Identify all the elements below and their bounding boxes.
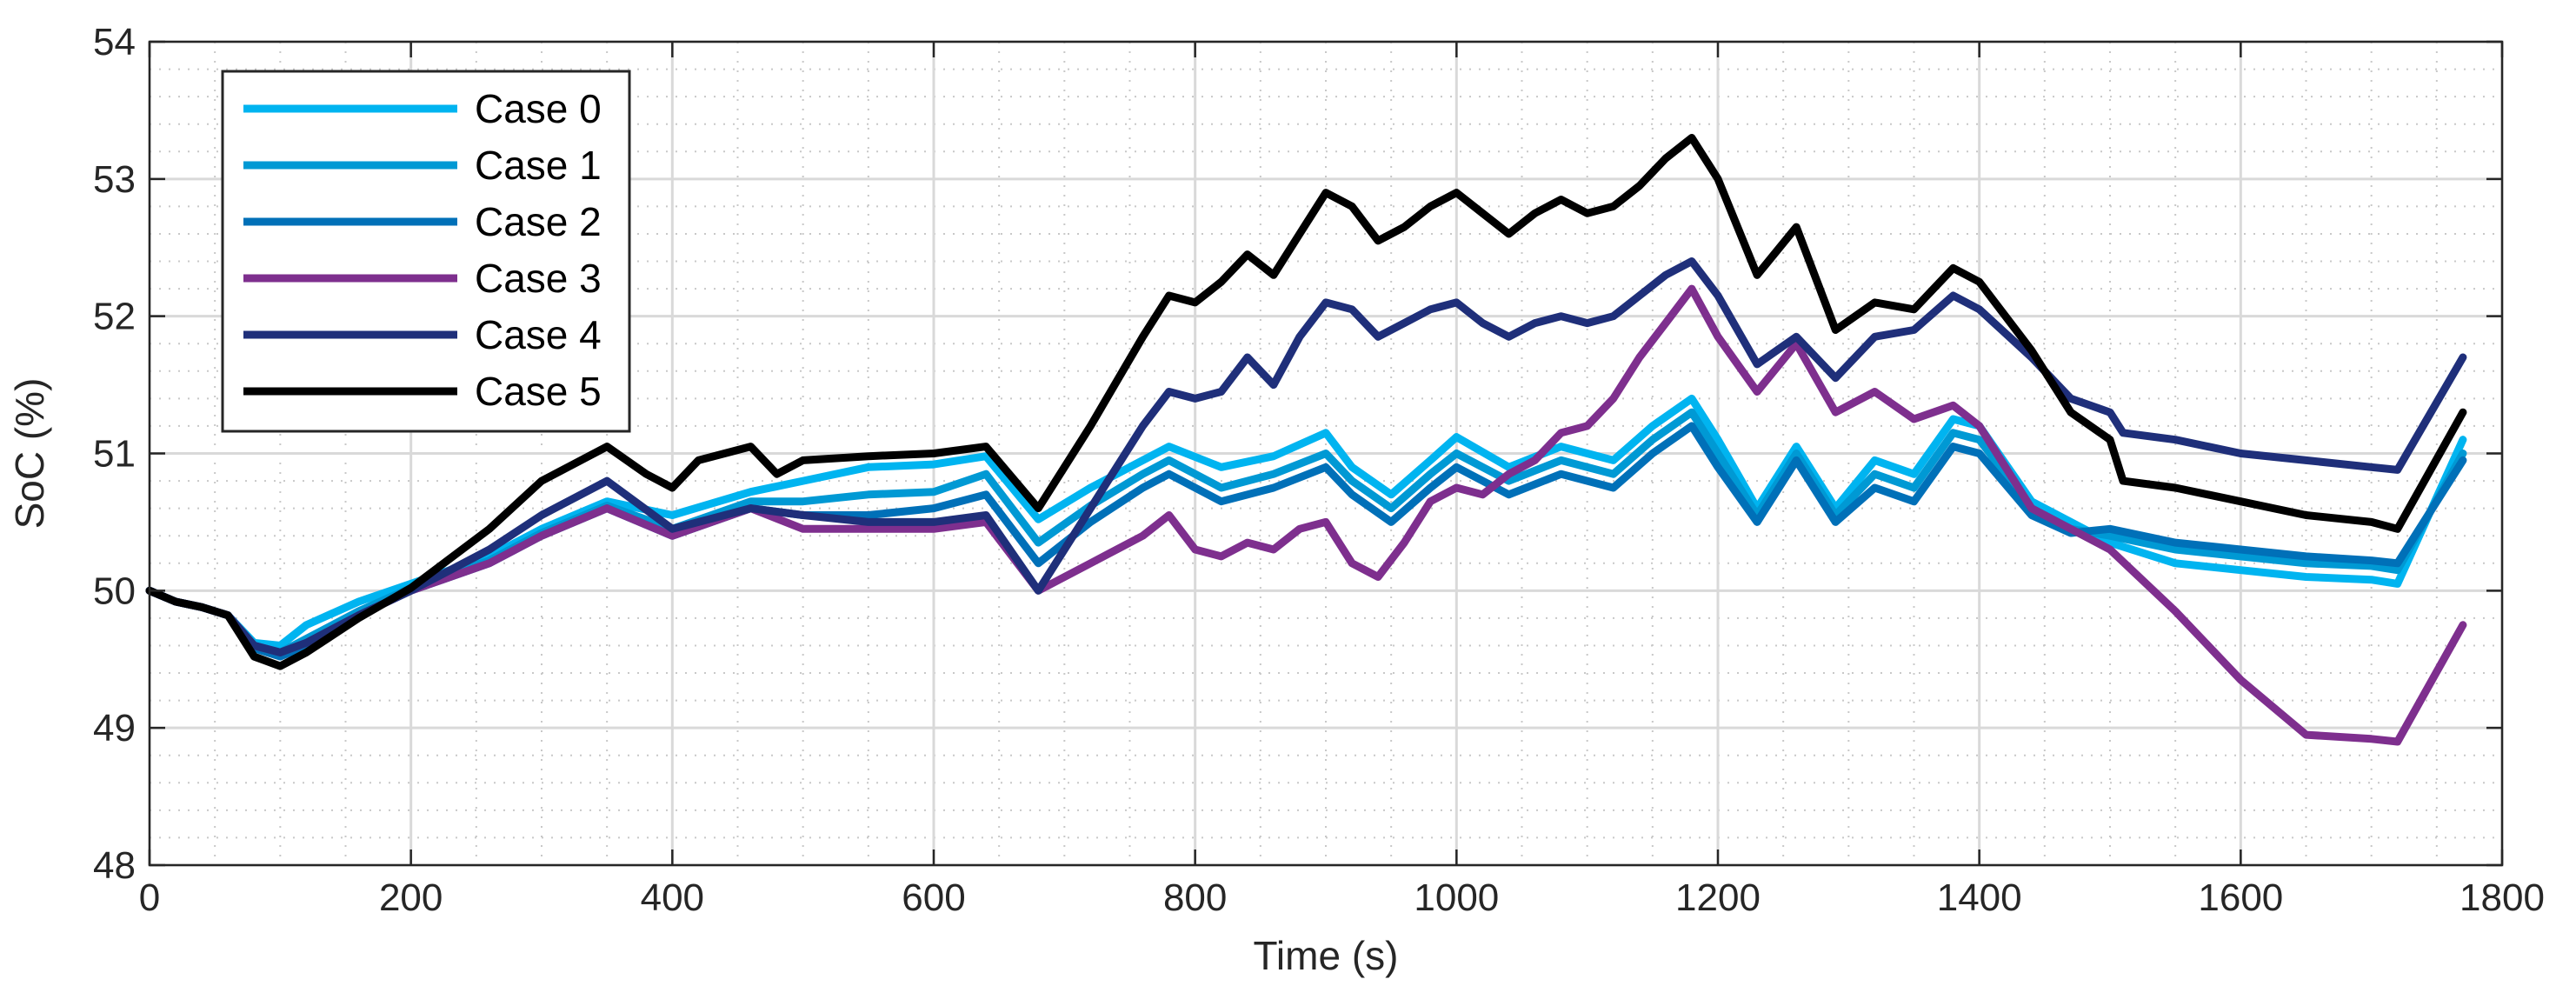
x-tick-label: 1400 (1937, 876, 2022, 919)
x-tick-label: 0 (139, 876, 160, 919)
series-line-case-4 (145, 257, 2467, 656)
legend-label: Case 2 (475, 199, 602, 244)
y-tick-label: 54 (93, 21, 136, 63)
axis-ticks: 0 200 400 600 800 1000 1200 1400 1600 1800 48 49 50 5… (93, 21, 2545, 919)
series-layer (145, 134, 2467, 746)
legend-label: Case 0 (475, 86, 602, 131)
y-tick-label: 53 (93, 158, 136, 201)
series-line-case-3 (145, 284, 2467, 746)
y-tick-label: 49 (93, 707, 136, 750)
series-line-case-5 (145, 134, 2467, 670)
x-tick-label: 200 (379, 876, 443, 919)
legend-label: Case 3 (475, 256, 602, 301)
y-tick-label: 52 (93, 296, 136, 338)
y-axis-label: SoC (%) (7, 378, 52, 530)
x-tick-label: 1000 (1414, 876, 1499, 919)
x-tick-label: 1600 (2198, 876, 2283, 919)
legend: Case 0 Case 1 Case 2 Case 3 Case 4 Case 5 (221, 70, 631, 433)
legend-box (221, 70, 631, 433)
legend-label: Case 4 (475, 312, 602, 357)
x-tick-label: 1200 (1675, 876, 1761, 919)
x-tick-label: 800 (1163, 876, 1227, 919)
y-tick-label: 51 (93, 433, 136, 476)
x-axis-label: Time (s) (1254, 933, 1399, 978)
y-tick-label: 50 (93, 570, 136, 612)
x-tick-label: 1800 (2460, 876, 2545, 919)
legend-label: Case 5 (475, 369, 602, 414)
legend-label: Case 1 (475, 143, 602, 188)
y-tick-label: 48 (93, 844, 136, 887)
x-tick-label: 600 (902, 876, 965, 919)
x-tick-label: 400 (641, 876, 704, 919)
